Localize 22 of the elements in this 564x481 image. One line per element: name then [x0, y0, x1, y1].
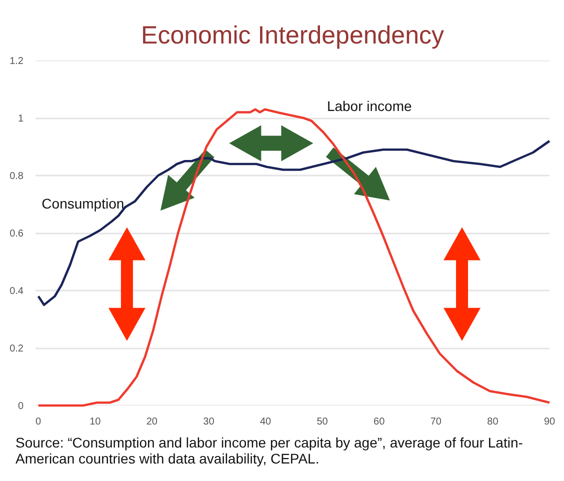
x-tick-label: 70: [430, 416, 442, 428]
line-series: [37, 140, 551, 306]
series-label: Labor income: [326, 98, 412, 114]
x-tick-label: 20: [146, 416, 158, 428]
y-tick-label: 0.4: [10, 286, 24, 297]
x-tick-label: 80: [487, 416, 499, 428]
y-tick-label: 0.2: [10, 344, 24, 354]
x-tick-label: 10: [90, 416, 102, 428]
y-tick-label: 1: [18, 114, 24, 124]
x-tick-label: 0: [36, 416, 42, 428]
chart-title: Economic Interdependency: [141, 22, 444, 50]
x-tick-label: 50: [316, 416, 328, 428]
series-label: Consumption: [42, 196, 124, 212]
y-tick-label: 0.8: [10, 171, 24, 182]
x-tick-label: 30: [203, 416, 215, 428]
y-tick-label: 0.6: [10, 228, 24, 240]
x-tick-label: 40: [260, 416, 272, 428]
x-tick-label: 90: [544, 416, 556, 428]
source-note: Source: “Consumption and labor income per capita by age”, average of four Latin-American countries with data availability, CEPAL.: [16, 434, 524, 466]
x-tick-label: 60: [374, 416, 386, 428]
y-tick-label: 1.2: [10, 56, 24, 67]
y-tick-label: 0: [18, 401, 24, 412]
